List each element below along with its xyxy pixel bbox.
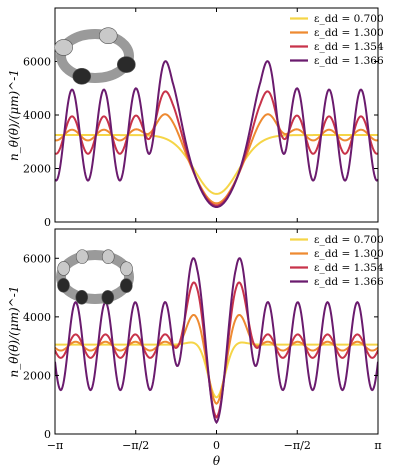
y-tick-label: 0 (44, 428, 51, 441)
y-tick-label: 4000 (23, 311, 51, 324)
series-line (55, 113, 378, 205)
torus-density-icon (54, 27, 136, 85)
legend-entry: ε_dd = 1.300 (314, 27, 384, 39)
y-axis-label: n_θ(θ)/(μm)^-1 (7, 69, 21, 161)
bottom-panel: 0 2000 4000 6000 −π −π/2 0 −π/2 π n_θ(θ)/(μm)^-1 θ… (7, 228, 384, 468)
legend-entry: ε_dd = 1.354 (314, 262, 384, 274)
series-line (55, 341, 378, 399)
series-line (55, 90, 378, 207)
x-tick-label: 0 (213, 439, 220, 452)
y-tick-label: 6000 (23, 56, 51, 69)
legend-entry: ε_dd = 0.700 (314, 234, 384, 246)
x-tick-label: −π/2 (122, 439, 149, 452)
x-axis-label: θ (213, 454, 221, 468)
torus-density-icon (56, 249, 134, 305)
y-tick-label: 0 (44, 216, 51, 229)
x-tick-label: π (374, 439, 381, 452)
y-axis-label: n_θ(θ)/(μm)^-1 (7, 286, 21, 378)
legend-entry: ε_dd = 1.366 (314, 55, 384, 67)
series-group (55, 60, 378, 209)
series-line (55, 281, 378, 419)
legend-entry: ε_dd = 1.366 (314, 276, 384, 288)
x-tick-label: −π/2 (284, 439, 311, 452)
y-tick-label: 2000 (23, 163, 51, 176)
x-tick-label: −π (47, 439, 63, 452)
series-line (55, 134, 378, 195)
series-line (55, 60, 378, 209)
series-line (55, 257, 378, 425)
legend-entry: ε_dd = 0.700 (314, 13, 384, 25)
legend-entry: ε_dd = 1.354 (314, 41, 384, 53)
series-group (55, 257, 378, 425)
y-tick-label: 6000 (23, 252, 51, 265)
legend-entry: ε_dd = 1.300 (314, 248, 384, 260)
series-line (55, 313, 378, 405)
y-tick-label: 4000 (23, 109, 51, 122)
y-tick-label: 2000 (23, 369, 51, 382)
